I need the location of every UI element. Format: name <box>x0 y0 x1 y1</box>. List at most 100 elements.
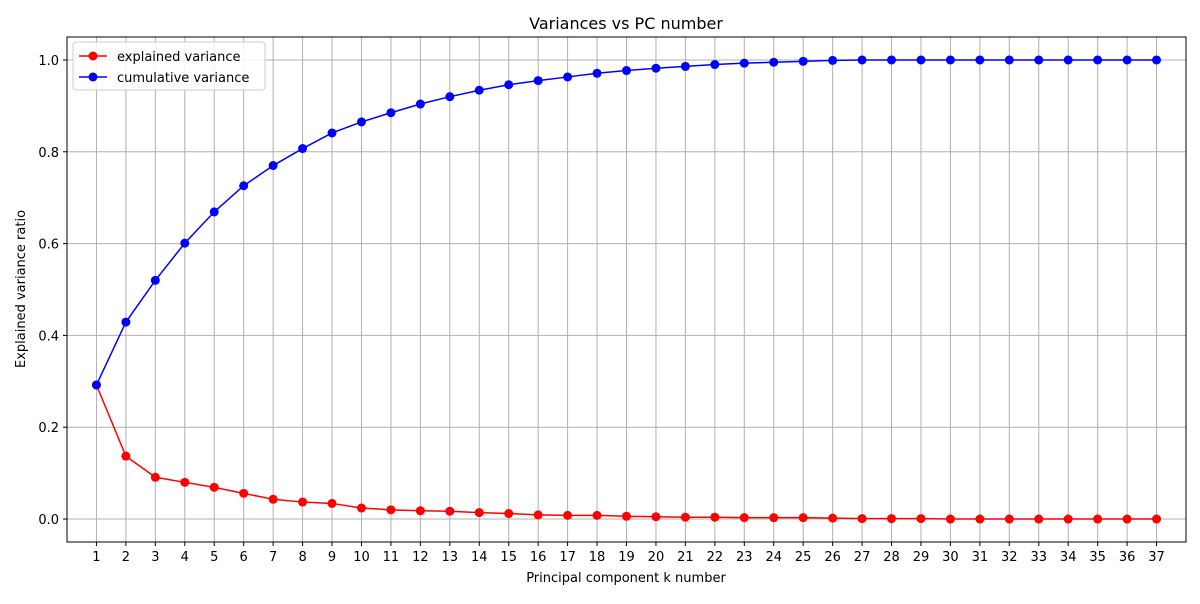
x-tick-label: 8 <box>298 550 306 565</box>
data-point <box>592 510 602 520</box>
data-point <box>356 503 366 513</box>
legend-marker-cumulative <box>88 72 98 82</box>
x-tick-label: 27 <box>854 550 871 565</box>
x-tick-label: 30 <box>942 550 959 565</box>
x-tick-label: 1 <box>92 550 100 565</box>
data-point <box>474 508 484 518</box>
x-tick-label: 32 <box>1001 550 1018 565</box>
data-point <box>415 99 425 109</box>
x-tick-label: 23 <box>736 550 753 565</box>
data-point <box>327 128 337 138</box>
y-axis: 0.0 0.2 0.4 0.6 0.8 1.0 <box>38 54 67 528</box>
x-tick-label: 6 <box>240 550 248 565</box>
x-tick-label: 11 <box>383 550 400 565</box>
data-point <box>887 514 897 524</box>
data-point <box>209 482 219 492</box>
legend-box <box>72 41 266 91</box>
x-tick-label: 16 <box>530 550 547 565</box>
chart-title: Variances vs PC number <box>529 14 723 33</box>
x-tick-label: 24 <box>765 550 782 565</box>
data-point <box>239 181 249 191</box>
x-tick-label: 25 <box>795 550 812 565</box>
data-point <box>710 512 720 522</box>
series-explained-variance <box>91 380 1162 524</box>
x-tick-label: 34 <box>1060 550 1077 565</box>
x-axis-label: Principal component k number <box>526 571 726 586</box>
data-point <box>180 477 190 487</box>
data-point <box>769 513 779 523</box>
data-point <box>386 505 396 515</box>
data-point <box>1063 514 1073 524</box>
x-tick-label: 2 <box>122 550 130 565</box>
y-tick-label: 0.2 <box>38 421 59 436</box>
x-tick-label: 19 <box>618 550 635 565</box>
data-point <box>680 512 690 522</box>
data-point <box>945 55 955 65</box>
data-point <box>386 108 396 118</box>
data-point <box>1152 55 1162 65</box>
grid-lines <box>67 37 1186 542</box>
legend-label-explained: explained variance <box>117 50 241 65</box>
data-point <box>916 55 926 65</box>
data-point <box>739 513 749 523</box>
data-point <box>680 61 690 71</box>
y-tick-label: 1.0 <box>38 54 59 69</box>
data-point <box>857 514 867 524</box>
data-point <box>356 117 366 127</box>
data-point <box>268 494 278 504</box>
x-tick-label: 9 <box>328 550 336 565</box>
data-point <box>563 510 573 520</box>
data-point <box>209 207 219 217</box>
y-tick-label: 0.4 <box>38 329 59 344</box>
data-point <box>1152 514 1162 524</box>
data-point <box>504 80 514 90</box>
data-point <box>828 513 838 523</box>
x-tick-label: 13 <box>442 550 459 565</box>
data-point <box>150 472 160 482</box>
data-point <box>887 55 897 65</box>
data-point <box>622 66 631 76</box>
legend: explained variance cumulative variance <box>72 41 266 91</box>
data-point <box>1034 55 1044 65</box>
data-point <box>474 85 484 95</box>
data-point <box>268 161 278 171</box>
legend-label-cumulative: cumulative variance <box>117 71 249 86</box>
data-point <box>1093 55 1103 65</box>
x-tick-label: 3 <box>151 550 159 565</box>
data-point <box>975 55 985 65</box>
data-point <box>91 380 101 390</box>
x-tick-label: 28 <box>883 550 900 565</box>
x-tick-label: 18 <box>589 550 606 565</box>
data-point <box>121 451 131 461</box>
data-point <box>1004 55 1014 65</box>
data-point <box>533 76 543 86</box>
data-point <box>1034 514 1044 524</box>
data-point <box>1122 514 1132 524</box>
data-point <box>1063 55 1073 65</box>
data-point <box>592 68 602 78</box>
x-tick-label: 12 <box>412 550 429 565</box>
x-tick-label: 31 <box>972 550 989 565</box>
y-tick-label: 0.8 <box>38 146 59 161</box>
data-point <box>975 514 985 524</box>
x-tick-label: 17 <box>559 550 576 565</box>
data-point <box>298 144 308 154</box>
data-point <box>857 55 867 65</box>
data-point <box>828 55 838 65</box>
data-point <box>121 317 131 327</box>
data-point <box>298 497 308 507</box>
x-tick-label: 33 <box>1030 550 1047 565</box>
x-tick-label: 36 <box>1119 550 1136 565</box>
data-point <box>1122 55 1132 65</box>
data-point <box>798 513 808 523</box>
x-tick-label: 7 <box>269 550 277 565</box>
data-point <box>150 275 160 285</box>
x-tick-label: 26 <box>824 550 841 565</box>
data-point <box>327 498 337 508</box>
x-tick-label: 20 <box>648 550 665 565</box>
data-point <box>710 60 720 70</box>
x-tick-label: 14 <box>471 550 488 565</box>
data-point <box>1093 514 1103 524</box>
data-point <box>651 63 661 73</box>
